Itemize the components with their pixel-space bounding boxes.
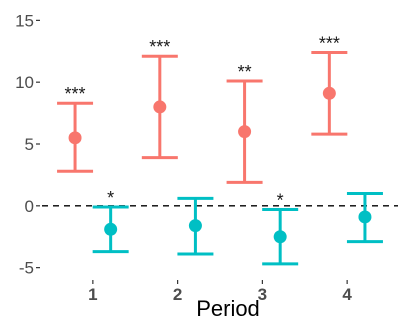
estimate-point — [188, 219, 202, 233]
estimate-point — [104, 222, 118, 236]
estimate-point — [358, 210, 372, 224]
significance-label: ** — [238, 62, 252, 82]
y-tick-label: 15 — [15, 11, 34, 30]
significance-label: * — [107, 188, 114, 208]
significance-label: *** — [65, 84, 86, 104]
x-tick-label: 4 — [342, 285, 352, 304]
series-2: * * — [92, 188, 383, 266]
estimate-point — [322, 86, 336, 100]
estimate-point — [273, 230, 287, 244]
significance-label: * — [277, 191, 284, 211]
y-tick-label: 0 — [25, 197, 34, 216]
y-axis: -5 0 5 10 15 — [15, 11, 40, 278]
significance-label: *** — [319, 34, 340, 54]
x-axis-title: Period — [196, 296, 260, 320]
estimate-point — [238, 125, 252, 139]
y-tick-label: 5 — [25, 135, 34, 154]
significance-label: *** — [149, 37, 170, 57]
y-tick-label: 10 — [15, 73, 34, 92]
x-tick-label: 2 — [173, 285, 182, 304]
plot-marks: ************ * — [57, 34, 383, 266]
series-1: *********** — [57, 34, 348, 184]
x-tick-label: 1 — [88, 285, 97, 304]
y-tick-label: -5 — [19, 259, 34, 278]
estimate-point — [153, 100, 167, 114]
x-tick-label: 3 — [258, 285, 267, 304]
estimate-point — [68, 131, 82, 145]
x-axis: 1 2 3 4 — [88, 280, 352, 304]
